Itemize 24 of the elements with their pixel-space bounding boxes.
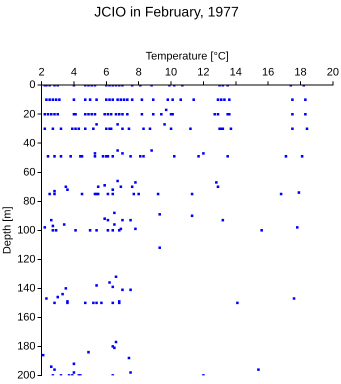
y-tick-label: 120: [17, 253, 36, 266]
y-axis-title: Depth [m]: [2, 206, 14, 254]
y-tick-label: 160: [17, 311, 36, 324]
x-tick-label: 18: [294, 66, 307, 79]
x-axis-title: Temperature [°C]: [146, 50, 229, 62]
y-tick-label: 80: [23, 195, 36, 208]
x-tick-label: 10: [164, 66, 178, 79]
y-tick-label: 20: [23, 108, 36, 120]
y-tick-label: 200: [17, 369, 36, 382]
x-tick-label: 4: [70, 66, 77, 79]
x-tick-label: 6: [103, 66, 110, 79]
y-tick-label: 100: [17, 224, 36, 236]
y-tick-label: 140: [17, 282, 36, 294]
chart-title: JCIO in February, 1977: [94, 3, 239, 20]
y-tick-label: 180: [17, 340, 36, 352]
x-tick-label: 8: [136, 66, 142, 79]
x-tick-label: 20: [326, 66, 340, 79]
y-tick-label: 40: [23, 137, 36, 150]
y-tick-label: 60: [23, 166, 36, 178]
x-tick-label: 14: [230, 66, 242, 79]
y-tick-label: 0: [29, 79, 36, 92]
x-tick-label: 2: [38, 66, 45, 79]
x-tick-label: 12: [197, 66, 210, 79]
x-tick-label: 16: [262, 66, 274, 79]
